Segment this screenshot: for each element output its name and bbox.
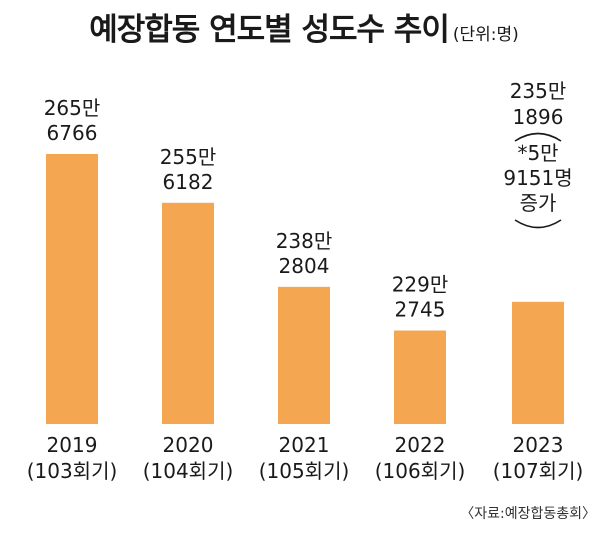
value-label: 2745 xyxy=(395,298,446,322)
x-tick-label: 2020 xyxy=(163,433,214,457)
x-tick-label: 2023 xyxy=(513,433,564,457)
bar-2023 xyxy=(512,301,564,424)
source-note: 〈자료:예장합동총회〉 xyxy=(460,506,596,522)
x-tick-sublabel: (105회기) xyxy=(259,459,350,483)
x-tick-sublabel: (107회기) xyxy=(493,459,584,483)
x-tick-sublabel: (104회기) xyxy=(143,459,234,483)
value-label: 1896 xyxy=(513,105,564,129)
annotation-line: 증가 xyxy=(520,191,557,215)
bar-2019 xyxy=(46,154,98,424)
x-tick-sublabel: (103회기) xyxy=(27,459,118,483)
x-tick-label: 2021 xyxy=(279,433,330,457)
value-label: 229만 xyxy=(392,273,449,297)
brace-top xyxy=(514,132,562,142)
chart-header: 예장합동 연도별 성도수 추이 (단위:명) xyxy=(0,4,608,49)
value-label: 265만 xyxy=(44,96,101,120)
bar-2021 xyxy=(278,286,330,424)
x-tick-sublabel: (106회기) xyxy=(375,459,466,483)
bar-2020 xyxy=(162,202,214,424)
value-label: 235만 xyxy=(510,79,567,103)
value-label: 238만 xyxy=(276,229,333,253)
annotation-line: 9151명 xyxy=(503,166,572,190)
x-tick-label: 2019 xyxy=(47,433,98,457)
brace-bottom xyxy=(514,219,562,229)
bar-2022 xyxy=(394,330,446,424)
value-label: 255만 xyxy=(160,145,217,169)
value-label: 6766 xyxy=(47,121,98,145)
unit-label: (단위:명) xyxy=(452,25,519,45)
chart-title: 예장합동 연도별 성도수 추이 xyxy=(89,12,450,48)
annotation-line: *5만 xyxy=(517,141,558,165)
value-label: 2804 xyxy=(279,254,330,278)
x-tick-label: 2022 xyxy=(395,433,446,457)
value-label: 6182 xyxy=(163,170,214,194)
